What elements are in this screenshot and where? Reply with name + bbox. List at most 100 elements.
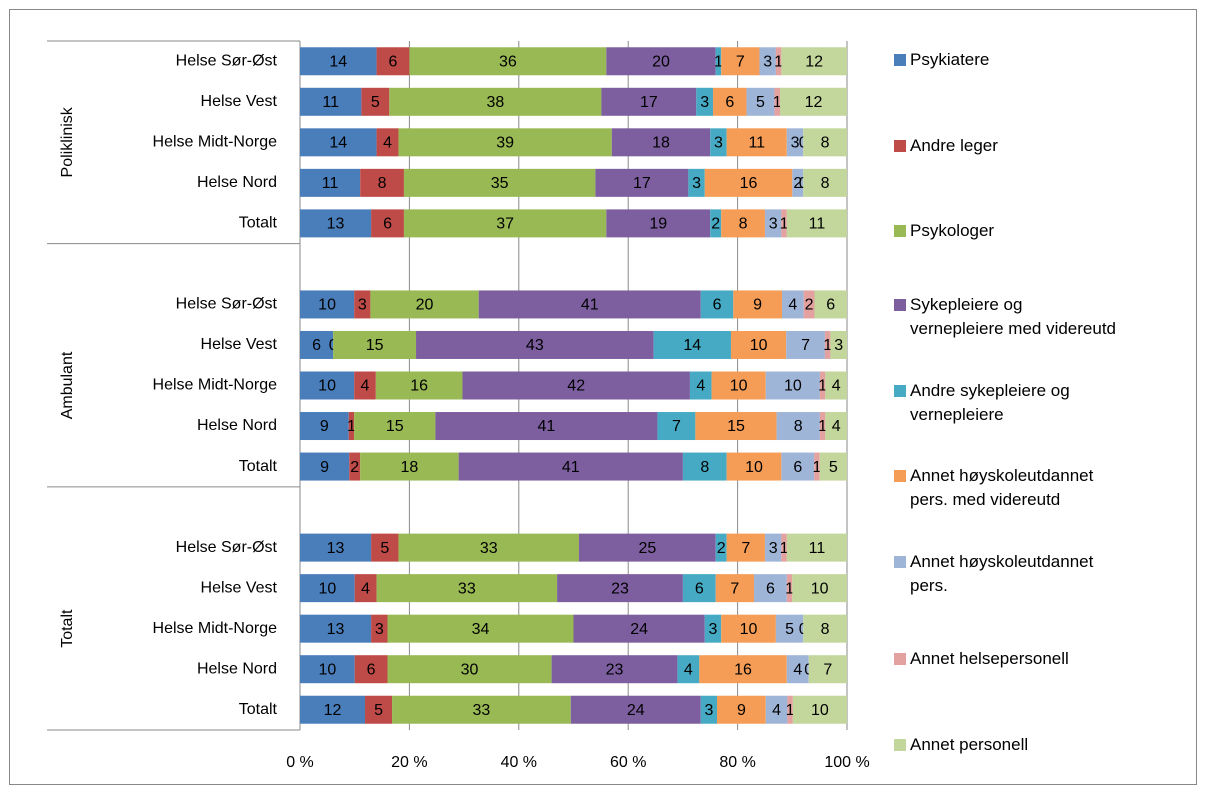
x-tick-label: 80 %: [719, 754, 755, 771]
bar-segment: [354, 655, 388, 684]
bar-segment: [682, 574, 716, 603]
bar-segment: [375, 371, 463, 400]
bar-segment: [759, 47, 776, 76]
data-label: 3: [769, 216, 778, 233]
legend-swatch: [894, 384, 906, 397]
bar-segment: [354, 412, 436, 441]
bar-segment: [803, 614, 847, 643]
bar-segment: [700, 695, 718, 724]
data-label: 6: [312, 337, 321, 354]
bar-segment: [300, 614, 372, 643]
y-tick-label: Totalt: [239, 215, 278, 232]
data-label: 13: [327, 216, 345, 233]
data-label: 1: [780, 216, 789, 233]
bar-segment: [717, 695, 766, 724]
data-label: 10: [811, 580, 829, 597]
bar-segment: [360, 452, 459, 481]
data-label: 18: [401, 459, 419, 476]
legend-row: Annet høyskoleutdannet pers.: [894, 550, 1119, 598]
bar-segment: [416, 330, 654, 359]
data-label: 4: [772, 702, 781, 719]
data-label: 19: [649, 216, 667, 233]
bar-segment: [578, 533, 716, 562]
bar-segment: [354, 371, 376, 400]
legend-swatch: [894, 139, 906, 152]
data-label: 6: [695, 580, 704, 597]
data-label: 4: [832, 418, 841, 435]
data-label: 18: [652, 135, 670, 152]
bar-segment: [364, 695, 393, 724]
legend-label: Annet personell: [910, 735, 1029, 754]
data-label: 10: [740, 621, 758, 638]
data-label: 6: [389, 53, 398, 70]
bar-segment: [819, 412, 826, 441]
bar-segment: [370, 290, 479, 319]
data-label: 20: [652, 53, 670, 70]
data-label: 1: [714, 53, 723, 70]
bar-segment: [764, 209, 782, 238]
bar-segment: [726, 452, 782, 481]
legend-swatch: [894, 555, 906, 568]
bar-segment: [825, 371, 847, 400]
data-label: 5: [756, 94, 765, 111]
data-label: 8: [821, 135, 830, 152]
legend-label: Annet høyskoleutdannet pers. med videreu…: [910, 466, 1094, 510]
bar-segment: [782, 290, 804, 319]
bar-segment: [387, 614, 574, 643]
bar-segment: [376, 574, 558, 603]
legend-entry: Andre sykepleiere og vernepleiere: [894, 381, 1070, 424]
y-tick-label: Helse Midt-Norge: [153, 377, 278, 394]
legend-entry: Psykologer: [894, 221, 994, 240]
data-label: 5: [371, 94, 380, 111]
data-label: 23: [611, 580, 629, 597]
bar-segment: [682, 452, 727, 481]
x-tick-label: 40 %: [501, 754, 537, 771]
bar-segment: [787, 695, 793, 724]
bar-segment: [409, 47, 607, 76]
x-tick-label: 20 %: [391, 754, 427, 771]
bar-segment: [696, 87, 714, 116]
bar-segment: [781, 452, 815, 481]
data-label: 3: [834, 337, 843, 354]
data-label: 41: [581, 297, 599, 314]
data-label: 14: [329, 53, 347, 70]
bar-segment: [570, 695, 701, 724]
legend-label: Annet høyskoleutdannet pers.: [910, 551, 1094, 595]
data-label: 2: [350, 459, 359, 476]
bar-segment: [392, 695, 571, 724]
data-label: 7: [730, 580, 739, 597]
data-label: 16: [734, 661, 752, 678]
bar-segment: [726, 533, 765, 562]
data-label: 5: [380, 540, 389, 557]
bar-segment: [387, 655, 552, 684]
data-label: 3: [700, 94, 709, 111]
data-label: 4: [788, 297, 797, 314]
bar-segment: [677, 655, 700, 684]
data-label: 8: [794, 418, 803, 435]
data-label: 4: [361, 580, 370, 597]
bar-segment: [830, 330, 847, 359]
data-label: 34: [472, 621, 490, 638]
data-label: 4: [793, 661, 802, 678]
bar-segment: [715, 533, 727, 562]
data-label: 35: [491, 175, 509, 192]
bar-segment: [704, 614, 722, 643]
bar-segment: [573, 614, 705, 643]
legend-item: Sykepleiere og vernepleiere med videreut…: [894, 277, 1119, 357]
bar-segment: [786, 128, 804, 157]
bar-segment: [462, 371, 690, 400]
data-label: 7: [741, 540, 750, 557]
data-label: 3: [763, 53, 772, 70]
data-label: 3: [692, 175, 701, 192]
data-label: 1: [773, 94, 782, 111]
data-label: 42: [567, 378, 585, 395]
bar-segment: [360, 168, 404, 197]
data-label: 3: [375, 621, 384, 638]
bar-segment: [653, 330, 731, 359]
data-label: 23: [606, 661, 624, 678]
data-label: 1: [347, 418, 356, 435]
legend-item: Annet høyskoleutdannet pers.: [894, 534, 1119, 614]
bar-segment: [819, 452, 847, 481]
y-tick-label: Helse Nord: [197, 417, 277, 434]
bar-segment: [710, 128, 727, 157]
